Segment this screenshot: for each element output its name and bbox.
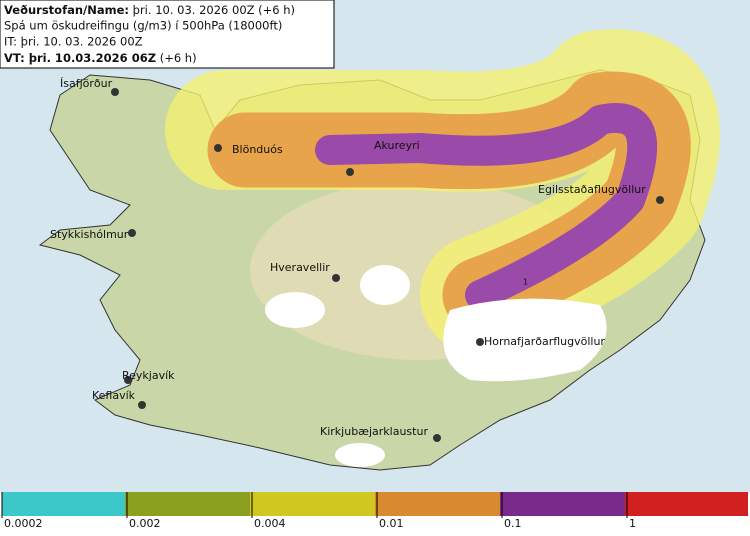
header-text: þri. 10. 03. 2026 00Z (+6 h) <box>133 3 295 17</box>
place-dot <box>138 401 146 409</box>
legend-swatch <box>625 492 748 516</box>
header-label: Veðurstofan/Name: <box>4 3 129 17</box>
place-dot <box>433 434 441 442</box>
place-dot <box>111 88 119 96</box>
header-line: VT: þri. 10.03.2026 06Z (+6 h) <box>4 51 197 65</box>
place-label: Hornafjarðarflugvöllur <box>484 335 605 348</box>
header-text: (+6 h) <box>160 51 197 65</box>
place-label: Stykkishólmur <box>50 228 129 241</box>
header-line: Veðurstofan/Name: þri. 10. 03. 2026 00Z … <box>4 3 295 17</box>
legend-swatch <box>250 492 375 516</box>
legend-tick-label: 0.01 <box>379 517 404 530</box>
header-line: IT: þri. 10. 03. 2026 00Z <box>4 35 143 49</box>
place-dot <box>332 274 340 282</box>
place-dot <box>476 338 484 346</box>
legend-tick-label: 1 <box>629 517 636 530</box>
place-label: Blönduós <box>232 143 283 156</box>
place-dot <box>124 376 132 384</box>
legend-swatch <box>125 492 250 516</box>
places: Ísafjörður Blönduós Akureyri Egilsstaðaflug… <box>50 77 664 442</box>
glacier <box>443 298 607 382</box>
place-label: Akureyri <box>374 139 420 152</box>
header-label: VT: þri. 10.03.2026 06Z <box>4 51 156 65</box>
legend-swatch <box>500 492 625 516</box>
place-label: Reykjavík <box>122 369 175 382</box>
legend-swatch <box>2 492 125 516</box>
legend-tick-label: 0.1 <box>504 517 522 530</box>
place-dot <box>214 144 222 152</box>
legend-swatch <box>375 492 500 516</box>
place-label: Keflavík <box>92 389 136 402</box>
header-box <box>0 0 335 69</box>
place-dot <box>656 196 664 204</box>
legend-tick-label: 0.0002 <box>4 517 43 530</box>
glacier <box>265 292 325 328</box>
place-dot <box>346 168 354 176</box>
glacier <box>360 265 410 305</box>
glacier <box>335 443 385 467</box>
legend-tick-label: 0.002 <box>129 517 161 530</box>
place-label: Kirkjubæjarklaustur <box>320 425 428 438</box>
place-label: Ísafjörður <box>60 77 113 90</box>
header-line: Spá um öskudreifingu (g/m3) í 500hPa (18… <box>4 19 282 33</box>
legend-tick-label: 0.004 <box>254 517 286 530</box>
legend: 0.0002 0.002 0.004 0.01 0.1 1 <box>1 492 748 530</box>
ash-high <box>315 103 658 310</box>
place-dot <box>128 229 136 237</box>
place-label: Hveravellir <box>270 261 330 274</box>
contour-label: 1 <box>523 278 528 287</box>
place-label: Egilsstaðaflugvöllur <box>538 183 646 196</box>
